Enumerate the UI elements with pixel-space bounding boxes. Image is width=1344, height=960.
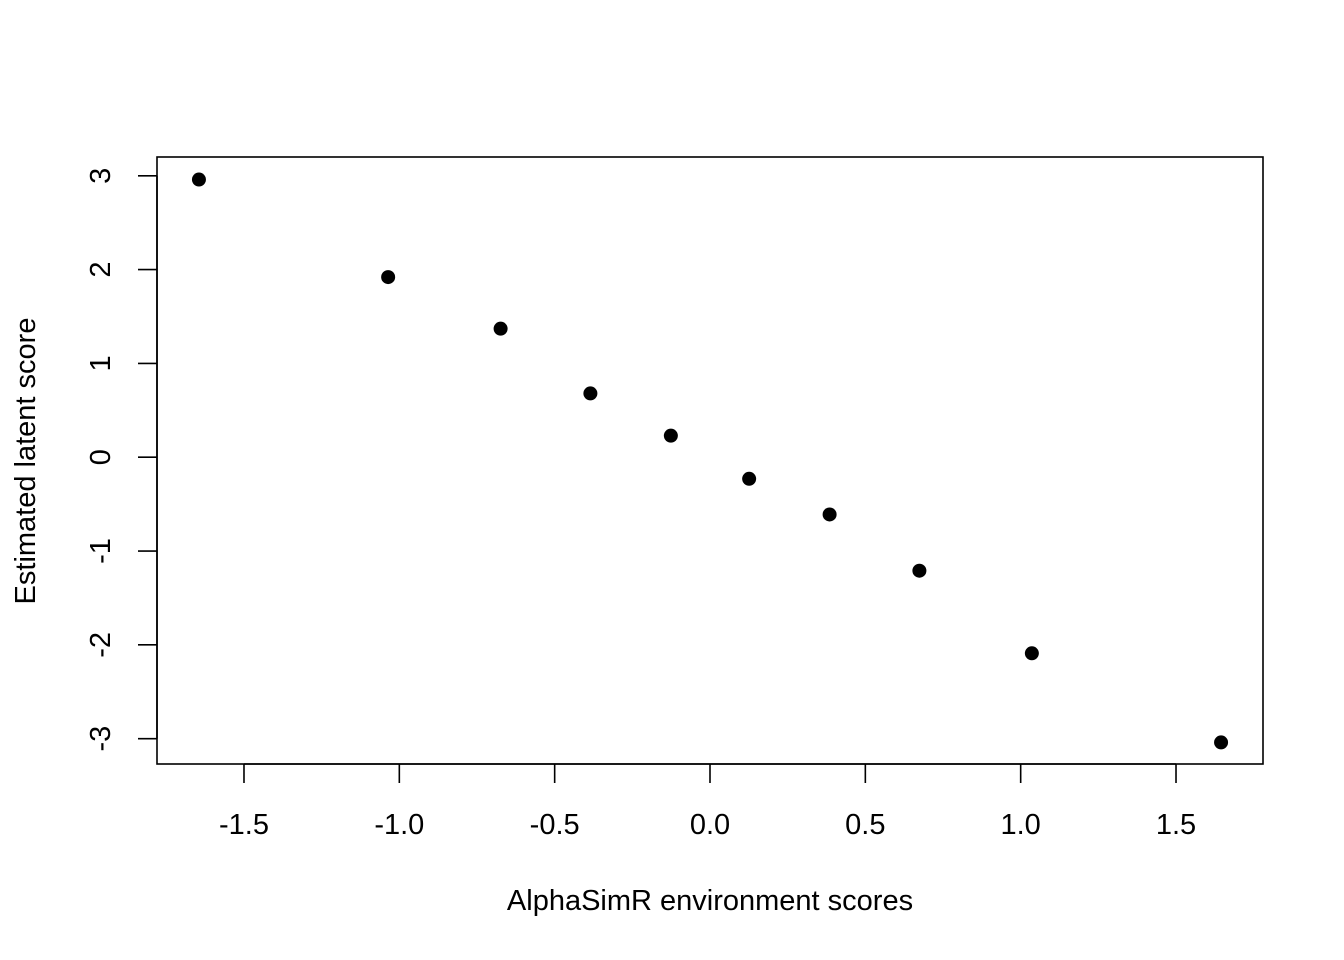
data-point	[381, 270, 396, 285]
data-point	[663, 428, 678, 443]
y-tick-label: 1	[85, 355, 117, 371]
data-point	[493, 321, 508, 336]
x-tick-label: 1.0	[1001, 809, 1041, 841]
y-tick-label: 0	[85, 449, 117, 465]
x-tick-label: -1.0	[374, 809, 424, 841]
data-point	[1024, 646, 1039, 661]
data-point	[583, 386, 598, 401]
y-axis: -3 -2 -1 0 1 2 3	[85, 168, 158, 752]
data-point	[912, 563, 927, 578]
data-point	[742, 471, 757, 486]
x-axis-title: AlphaSimR environment scores	[507, 885, 913, 917]
x-axis: -1.5 -1.0 -0.5 0.0 0.5 1.0 1.5	[219, 763, 1196, 841]
x-tick-label: -1.5	[219, 809, 269, 841]
data-points	[191, 172, 1229, 750]
y-tick-label: -1	[85, 538, 117, 564]
x-tick-label: -0.5	[530, 809, 580, 841]
y-tick-label: 3	[85, 168, 117, 184]
plot-frame	[156, 156, 1264, 765]
x-tick-label: 1.5	[1156, 809, 1196, 841]
data-point	[191, 172, 206, 187]
y-tick-label: -2	[85, 632, 117, 658]
x-tick-label: 0.0	[690, 809, 730, 841]
y-tick-label: 2	[85, 262, 117, 278]
data-point	[1214, 735, 1229, 750]
x-tick-label: 0.5	[845, 809, 885, 841]
y-axis-title: Estimated latent score	[10, 318, 42, 605]
y-tick-label: -3	[85, 726, 117, 752]
data-point	[822, 507, 837, 522]
